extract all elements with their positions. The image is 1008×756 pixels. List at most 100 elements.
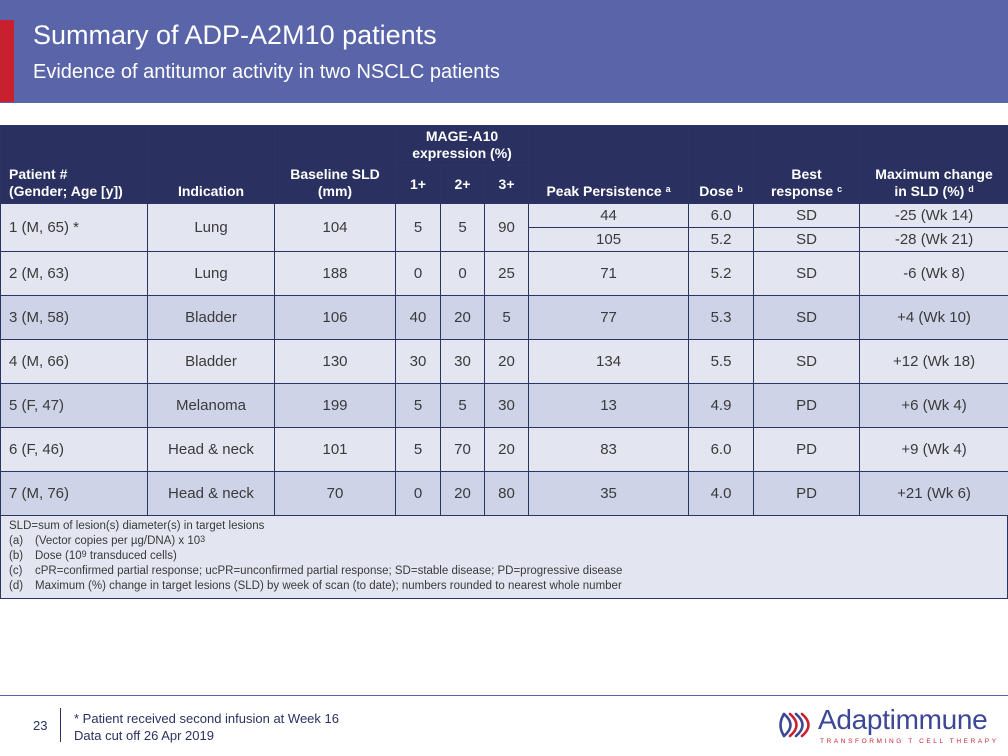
col-header-mage-3plus: 3+: [483, 165, 530, 204]
table-row: 2 (M, 63) Lung 188 0 0 25 71 5.2 SD -6 (…: [0, 251, 1008, 296]
footer-notes: * Patient received second infusion at We…: [74, 710, 339, 744]
cell-peak-persistence: 35: [528, 471, 690, 516]
cell-indication: Lung: [147, 203, 275, 252]
col-header-patient: Patient # (Gender; Age [y]): [0, 125, 148, 204]
cell-dose: 6.0: [688, 203, 755, 228]
cell-max-change: +6 (Wk 4): [859, 383, 1008, 428]
cell-max-change: -25 (Wk 14): [859, 203, 1008, 228]
footer-divider: [0, 695, 1008, 696]
col-header-peak-persistence: Peak Persistence a: [528, 125, 690, 204]
cell-baseline-sld: 106: [274, 295, 396, 340]
cell-patient: 6 (F, 46): [0, 427, 148, 472]
col-header-mage-1plus: 1+: [395, 165, 441, 204]
cell-baseline-sld: 130: [274, 339, 396, 384]
cell-patient: 3 (M, 58): [0, 295, 148, 340]
table-row: 105 5.2 SD -28 (Wk 21): [1, 227, 1008, 252]
cell-mage-3plus: 30: [483, 383, 530, 428]
cell-indication: Bladder: [147, 295, 275, 340]
table-row: 3 (M, 58) Bladder 106 40 20 5 77 5.3 SD …: [0, 295, 1008, 340]
cell-mage-1plus: 0: [395, 251, 441, 296]
cell-mage-2plus: 5: [440, 383, 485, 428]
cell-dose: 5.2: [688, 227, 755, 252]
logo-wordmark: Adaptimmune: [818, 704, 988, 735]
footnote-d: (d) Maximum (%) change in target lesions …: [9, 580, 622, 592]
cell-max-change: +12 (Wk 18): [859, 339, 1008, 384]
cell-best-response: SD: [753, 251, 861, 296]
cell-mage-3plus: 80: [483, 471, 530, 516]
table-row: 5 (F, 47) Melanoma 199 5 5 30 13 4.9 PD …: [0, 383, 1008, 428]
col-header-max-change: Maximum change in SLD (%) d: [859, 125, 1008, 204]
footnote-sld: SLD=sum of lesion(s) diameter(s) in targ…: [9, 520, 265, 532]
col-header-indication: Indication: [147, 125, 275, 204]
cell-mage-2plus: 30: [440, 339, 485, 384]
cell-best-response: SD: [753, 339, 861, 384]
cell-dose: 5.2: [688, 251, 755, 296]
cell-indication: Bladder: [147, 339, 275, 384]
slide-subtitle: Evidence of antitumor activity in two NS…: [33, 61, 500, 83]
cell-patient: 2 (M, 63): [0, 251, 148, 296]
cell-max-change: +21 (Wk 6): [859, 471, 1008, 516]
cell-max-change: +4 (Wk 10): [859, 295, 1008, 340]
cell-mage-2plus: 5: [440, 203, 485, 252]
cell-best-response: PD: [753, 427, 861, 472]
cell-indication: Lung: [147, 251, 275, 296]
cell-mage-1plus: 5: [395, 383, 441, 428]
cell-mage-1plus: 30: [395, 339, 441, 384]
cell-best-response: SD: [753, 295, 861, 340]
col-header-best-response: Best response c: [753, 125, 861, 204]
col-header-mage-a10: MAGE-A10 expression (%): [394, 125, 530, 166]
cell-dose: 4.9: [688, 383, 755, 428]
cell-baseline-sld: 104: [274, 203, 396, 252]
table-row: 7 (M, 76) Head & neck 70 0 20 80 35 4.0 …: [0, 471, 1008, 516]
cell-patient: 5 (F, 47): [0, 383, 148, 428]
table-row: 6 (F, 46) Head & neck 101 5 70 20 83 6.0…: [0, 427, 1008, 472]
helix-logo-icon: [779, 712, 810, 738]
cell-patient: 1 (M, 65) *: [0, 203, 148, 252]
cell-indication: Head & neck: [147, 427, 275, 472]
header-accent-bar: [0, 20, 14, 102]
cell-max-change: -28 (Wk 21): [859, 227, 1008, 252]
cell-mage-2plus: 70: [440, 427, 485, 472]
cell-max-change: +9 (Wk 4): [859, 427, 1008, 472]
cell-baseline-sld: 188: [274, 251, 396, 296]
cell-peak-persistence: 13: [528, 383, 690, 428]
cell-mage-3plus: 5: [483, 295, 530, 340]
patient-summary-table: Patient # (Gender; Age [y]) Indication Ba…: [0, 125, 1008, 599]
company-logo: Adaptimmune TRANSFORMING T CELL THERAPY: [778, 704, 1000, 748]
cell-baseline-sld: 101: [274, 427, 396, 472]
cell-dose: 5.3: [688, 295, 755, 340]
cell-mage-2plus: 20: [440, 471, 485, 516]
cell-peak-persistence: 44: [528, 203, 690, 228]
footnote-c: (c) cPR=confirmed partial response; ucPR=…: [9, 565, 623, 577]
cell-peak-persistence: 71: [528, 251, 690, 296]
page-number: 23: [33, 718, 48, 733]
cell-mage-1plus: 5: [395, 427, 441, 472]
footer-vertical-divider: [60, 708, 61, 742]
cell-mage-1plus: 0: [395, 471, 441, 516]
cell-best-response: PD: [753, 471, 861, 516]
col-header-mage-2plus: 2+: [440, 165, 485, 204]
cell-max-change: -6 (Wk 8): [859, 251, 1008, 296]
cell-indication: Head & neck: [147, 471, 275, 516]
col-header-dose: Dose b: [688, 125, 755, 204]
cell-best-response: PD: [753, 383, 861, 428]
cell-mage-2plus: 0: [440, 251, 485, 296]
logo-tagline: TRANSFORMING T CELL THERAPY: [820, 738, 999, 745]
cell-patient: 7 (M, 76): [0, 471, 148, 516]
table-row: 4 (M, 66) Bladder 130 30 30 20 134 5.5 S…: [0, 339, 1008, 384]
cell-dose: 6.0: [688, 427, 755, 472]
cell-baseline-sld: 199: [274, 383, 396, 428]
cell-mage-1plus: 40: [395, 295, 441, 340]
cell-peak-persistence: 83: [528, 427, 690, 472]
cell-peak-persistence: 105: [528, 227, 690, 252]
cell-best-response: SD: [753, 227, 861, 252]
cell-dose: 4.0: [688, 471, 755, 516]
footer-note-data-cutoff: Data cut off 26 Apr 2019: [74, 728, 214, 743]
slide-title: Summary of ADP-A2M10 patients: [33, 20, 437, 50]
cell-mage-3plus: 20: [483, 339, 530, 384]
cell-indication: Melanoma: [147, 383, 275, 428]
cell-mage-3plus: 25: [483, 251, 530, 296]
footer-note-infusion: * Patient received second infusion at We…: [74, 711, 339, 726]
footnote-b: (b) Dose (109 transduced cells): [9, 549, 177, 562]
table-footnotes: SLD=sum of lesion(s) diameter(s) in targ…: [0, 516, 1008, 599]
